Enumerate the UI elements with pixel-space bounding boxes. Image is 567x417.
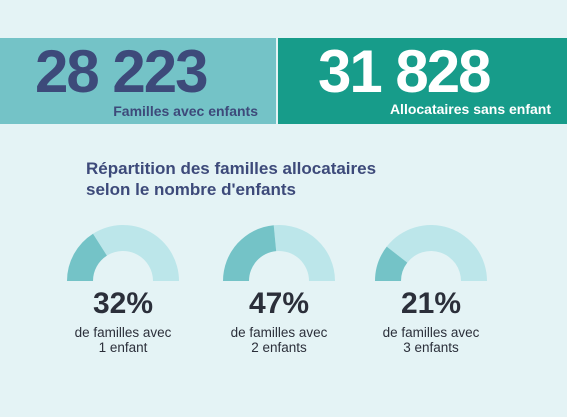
stat-desc-line2: 3 enfants	[403, 340, 459, 355]
stat-desc-line1: de familles avec	[230, 325, 328, 340]
stat-2-children: 47% de familles avec 2 enfants	[204, 224, 354, 355]
stat-desc-line2: 2 enfants	[251, 340, 307, 355]
stat-description: de familles avec 2 enfants	[204, 325, 354, 355]
stat-description: de familles avec 1 enfant	[48, 325, 198, 355]
families-with-children-banner: 28 223 Familles avec enfants	[0, 38, 276, 124]
section-title-line2: selon le nombre d'enfants	[86, 180, 296, 199]
gauge-fill	[67, 233, 107, 281]
families-with-children-label: Familles avec enfants	[113, 103, 258, 119]
stat-percent: 21%	[400, 287, 462, 320]
stat-percent: 47%	[248, 287, 310, 320]
stat-desc-line1: de familles avec	[382, 325, 480, 340]
stat-3-children: 21% de familles avec 3 enfants	[356, 224, 506, 355]
gauge-fill	[375, 246, 408, 281]
stat-percent: 32%	[92, 287, 154, 320]
section-title-line1: Répartition des familles allocataires	[86, 159, 377, 178]
recipients-without-child-label: Allocataires sans enfant	[389, 101, 551, 117]
families-with-children-count: 28 223	[35, 38, 209, 105]
stat-description: de familles avec 3 enfants	[356, 325, 506, 355]
recipients-without-child-banner: 31 828 Allocataires sans enfant	[278, 38, 567, 124]
stat-desc-line1: de familles avec	[74, 325, 172, 340]
gauge-1-child	[67, 225, 179, 281]
stat-1-child: 32% de familles avec 1 enfant	[48, 224, 198, 355]
gauge-3-children	[375, 224, 487, 281]
stat-desc-line2: 1 enfant	[98, 340, 148, 355]
gauge-track	[92, 225, 179, 281]
gauge-track	[386, 224, 487, 281]
section-title: Répartition des familles allocataires se…	[86, 158, 376, 200]
gauge-fill	[223, 225, 277, 281]
gauge-2-children	[223, 225, 335, 281]
gauge-track	[273, 225, 335, 281]
recipients-without-child-count: 31 828	[318, 38, 492, 105]
